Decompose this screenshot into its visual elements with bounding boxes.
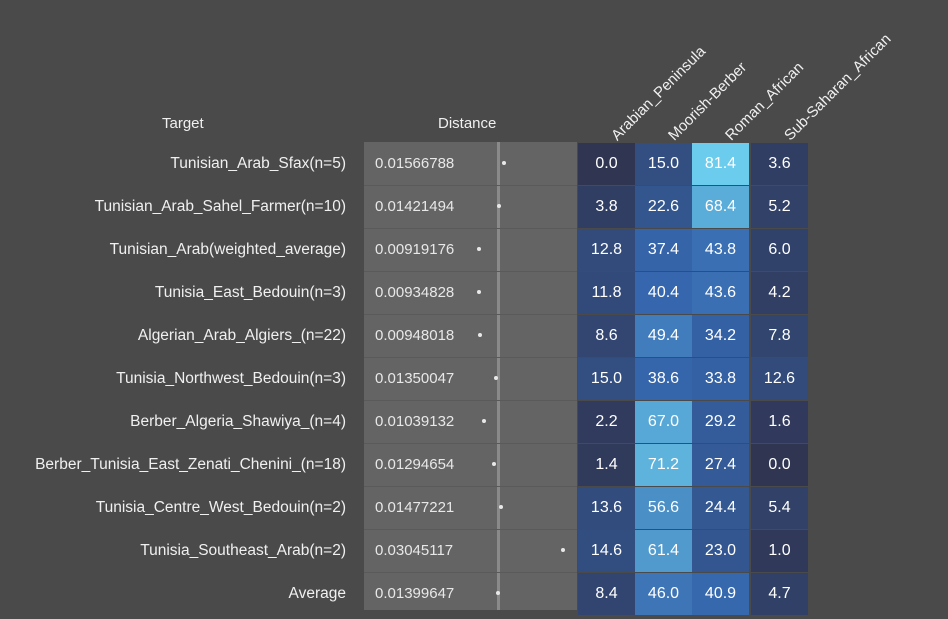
target-header: Target xyxy=(162,115,204,132)
heatmap-cell: 33.8 xyxy=(692,358,749,400)
row-distance-value: 0.01294654 xyxy=(375,456,455,473)
row-distance-dot xyxy=(561,548,566,552)
row-distance-dot xyxy=(496,204,501,208)
distance-panel xyxy=(364,142,577,610)
heatmap-cell: 61.4 xyxy=(635,530,692,572)
row-distance-dot xyxy=(476,247,481,251)
heatmap-cell: 81.4 xyxy=(692,143,749,185)
row-target-label: Berber_Tunisia_East_Zenati_Chenini_(n=18… xyxy=(35,456,346,473)
column-header-3: Sub-Saharan_African xyxy=(781,30,895,145)
heatmap-cell: 3.6 xyxy=(751,143,808,185)
heatmap-cell: 12.6 xyxy=(751,358,808,400)
row-separator xyxy=(364,228,577,271)
heatmap-cell: 34.2 xyxy=(692,315,749,357)
heatmap-cell: 67.0 xyxy=(635,401,692,443)
row-separator xyxy=(364,400,577,443)
heatmap-cell: 15.0 xyxy=(635,143,692,185)
heatmap-cell: 68.4 xyxy=(692,186,749,228)
heatmap-cell: 37.4 xyxy=(635,229,692,271)
row-target-label: Tunisia_Centre_West_Bedouin(n=2) xyxy=(95,499,346,516)
heatmap-cell: 5.2 xyxy=(751,186,808,228)
heatmap-cell: 71.2 xyxy=(635,444,692,486)
column-header-0: Arabian_Peninsula xyxy=(608,42,710,145)
row-target-label: Tunisian_Arab_Sfax(n=5) xyxy=(170,155,346,172)
row-target-label: Tunisia_East_Bedouin(n=3) xyxy=(154,284,346,301)
row-target-label: Tunisian_Arab_Sahel_Farmer(n=10) xyxy=(94,198,346,215)
heatmap-cell: 40.4 xyxy=(635,272,692,314)
heatmap-cell: 23.0 xyxy=(692,530,749,572)
heatmap-cell: 1.4 xyxy=(578,444,635,486)
heatmap-cell: 24.4 xyxy=(692,487,749,529)
heatmap-cell: 46.0 xyxy=(635,573,692,615)
heatmap-cell: 1.0 xyxy=(751,530,808,572)
row-distance-dot xyxy=(495,591,500,595)
heatmap-cell: 4.2 xyxy=(751,272,808,314)
row-separator xyxy=(364,572,577,615)
heatmap-cell: 6.0 xyxy=(751,229,808,271)
heatmap-cell: 27.4 xyxy=(692,444,749,486)
row-separator xyxy=(364,357,577,400)
row-distance-value: 0.01039132 xyxy=(375,413,455,430)
heatmap-cell: 43.8 xyxy=(692,229,749,271)
heatmap-cell: 29.2 xyxy=(692,401,749,443)
row-separator xyxy=(364,486,577,529)
heatmap-cell: 40.9 xyxy=(692,573,749,615)
heatmap-cell: 8.6 xyxy=(578,315,635,357)
heatmap-cell: 0.0 xyxy=(751,444,808,486)
heatmap-cell: 38.6 xyxy=(635,358,692,400)
row-separator xyxy=(364,314,577,357)
heatmap-cell: 3.8 xyxy=(578,186,635,228)
row-distance-dot xyxy=(502,161,507,165)
row-distance-dot xyxy=(498,505,503,509)
heatmap-cell: 5.4 xyxy=(751,487,808,529)
heatmap-cell: 0.0 xyxy=(578,143,635,185)
row-distance-dot xyxy=(493,376,498,380)
heatmap-cell: 4.7 xyxy=(751,573,808,615)
heatmap-cell: 7.8 xyxy=(751,315,808,357)
heatmap-cell: 49.4 xyxy=(635,315,692,357)
row-distance-value: 0.01477221 xyxy=(375,499,455,516)
distance-header: Distance xyxy=(438,115,497,132)
row-distance-value: 0.00934828 xyxy=(375,284,455,301)
row-target-label: Tunisian_Arab(weighted_average) xyxy=(109,241,346,258)
heatmap-cell: 56.6 xyxy=(635,487,692,529)
heatmap-cell: 22.6 xyxy=(635,186,692,228)
row-distance-value: 0.01399647 xyxy=(375,585,455,602)
row-distance-value: 0.00919176 xyxy=(375,241,455,258)
row-separator xyxy=(364,443,577,486)
row-distance-dot xyxy=(477,290,482,294)
row-distance-value: 0.01566788 xyxy=(375,155,455,172)
heatmap-cell: 43.6 xyxy=(692,272,749,314)
row-distance-value: 0.01421494 xyxy=(375,198,455,215)
row-distance-value: 0.03045117 xyxy=(375,542,454,559)
average-distance-line xyxy=(496,142,500,610)
row-target-label: Tunisia_Northwest_Bedouin(n=3) xyxy=(116,370,346,387)
row-distance-dot xyxy=(477,333,482,337)
heatmap-cell: 8.4 xyxy=(578,573,635,615)
heatmap-cell: 15.0 xyxy=(578,358,635,400)
heatmap-cell: 1.6 xyxy=(751,401,808,443)
row-target-label: Berber_Algeria_Shawiya_(n=4) xyxy=(130,413,346,430)
heatmap-cell: 12.8 xyxy=(578,229,635,271)
row-separator xyxy=(364,529,577,572)
row-distance-dot xyxy=(491,462,496,466)
heatmap-cell: 2.2 xyxy=(578,401,635,443)
row-target-label: Tunisia_Southeast_Arab(n=2) xyxy=(140,542,346,559)
heatmap-cell: 13.6 xyxy=(578,487,635,529)
row-target-label: Average xyxy=(288,585,346,602)
row-distance-dot xyxy=(481,419,486,423)
heatmap-cell: 11.8 xyxy=(578,272,635,314)
row-target-label: Algerian_Arab_Algiers_(n=22) xyxy=(137,327,346,344)
row-separator xyxy=(364,271,577,314)
row-distance-value: 0.00948018 xyxy=(375,327,455,344)
heatmap-cell: 14.6 xyxy=(578,530,635,572)
row-distance-value: 0.01350047 xyxy=(375,370,455,387)
row-separator xyxy=(364,185,577,228)
